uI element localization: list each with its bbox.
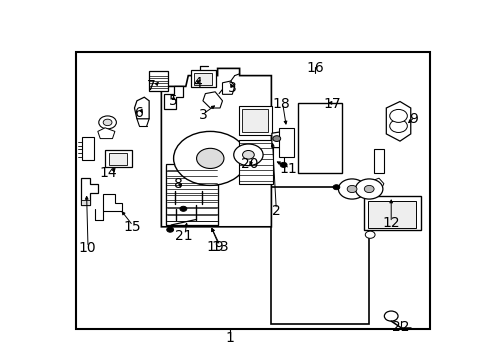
Bar xyxy=(364,196,420,230)
Circle shape xyxy=(389,120,407,132)
Polygon shape xyxy=(81,178,98,205)
Circle shape xyxy=(99,116,116,129)
Circle shape xyxy=(196,148,224,168)
Circle shape xyxy=(346,185,356,193)
Text: 11: 11 xyxy=(279,162,297,176)
Text: 19: 19 xyxy=(206,240,224,253)
Bar xyxy=(278,128,294,157)
Circle shape xyxy=(233,144,263,166)
Circle shape xyxy=(338,179,365,199)
Circle shape xyxy=(365,231,374,238)
Bar xyxy=(105,150,132,167)
Text: 22: 22 xyxy=(391,320,409,334)
Text: 8: 8 xyxy=(174,177,183,190)
Polygon shape xyxy=(386,102,410,141)
Bar xyxy=(241,109,268,132)
Text: 18: 18 xyxy=(272,98,289,111)
Text: 20: 20 xyxy=(240,157,258,171)
Text: 13: 13 xyxy=(211,240,228,253)
Text: 3: 3 xyxy=(227,81,236,95)
Text: 12: 12 xyxy=(382,216,399,230)
Bar xyxy=(238,106,271,135)
Circle shape xyxy=(280,162,286,167)
Bar xyxy=(373,149,383,173)
Text: 1: 1 xyxy=(225,332,234,345)
Bar xyxy=(298,103,342,173)
Circle shape xyxy=(384,311,397,321)
Bar xyxy=(271,187,368,324)
Polygon shape xyxy=(222,81,234,94)
Polygon shape xyxy=(203,92,222,108)
Bar xyxy=(166,164,217,225)
Polygon shape xyxy=(98,128,115,139)
Bar xyxy=(108,153,127,165)
Circle shape xyxy=(272,136,280,141)
Polygon shape xyxy=(102,194,122,211)
Text: 5: 5 xyxy=(169,94,178,108)
Text: 10: 10 xyxy=(78,242,96,255)
Polygon shape xyxy=(368,178,383,189)
Text: 9: 9 xyxy=(408,112,417,126)
Circle shape xyxy=(180,206,186,211)
Polygon shape xyxy=(161,68,271,227)
Polygon shape xyxy=(81,200,90,205)
Circle shape xyxy=(355,179,382,199)
Text: 2: 2 xyxy=(271,204,280,217)
Polygon shape xyxy=(163,86,183,109)
Text: 14: 14 xyxy=(100,166,117,180)
Circle shape xyxy=(242,150,254,159)
Circle shape xyxy=(389,109,407,122)
Bar xyxy=(190,70,216,87)
Circle shape xyxy=(332,185,339,190)
Bar xyxy=(76,52,429,329)
Text: 17: 17 xyxy=(323,98,341,111)
Text: 21: 21 xyxy=(174,229,192,243)
Text: 4: 4 xyxy=(193,76,202,90)
Polygon shape xyxy=(134,97,149,119)
Bar xyxy=(149,71,167,91)
Text: 16: 16 xyxy=(306,62,324,75)
Circle shape xyxy=(166,227,173,232)
Bar xyxy=(82,137,94,160)
Text: 3: 3 xyxy=(198,108,207,122)
Polygon shape xyxy=(271,131,289,148)
Text: 7: 7 xyxy=(147,80,156,93)
Text: 6: 6 xyxy=(135,107,143,120)
Bar xyxy=(193,73,212,85)
Circle shape xyxy=(364,185,373,193)
Circle shape xyxy=(103,119,112,126)
Bar xyxy=(367,201,415,228)
Circle shape xyxy=(173,131,246,185)
Text: 15: 15 xyxy=(123,220,141,234)
Bar xyxy=(238,140,272,184)
Bar xyxy=(166,166,217,225)
